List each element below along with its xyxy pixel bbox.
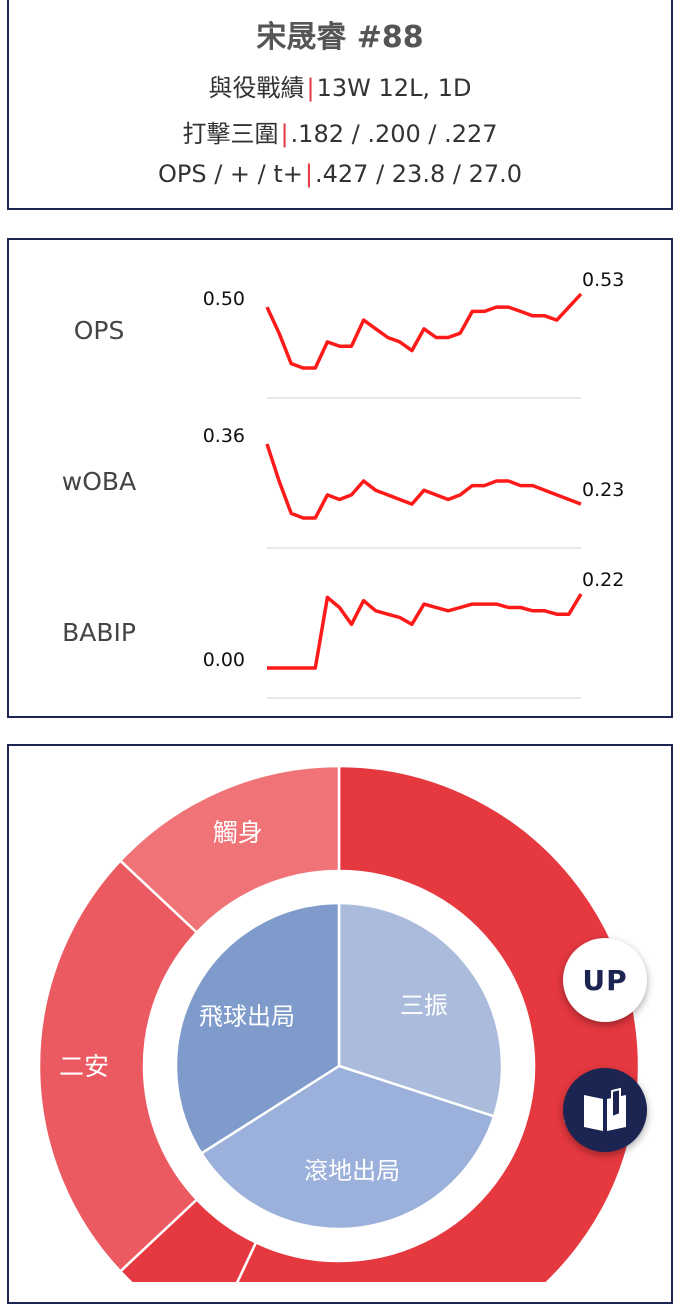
player-name-title: 宋晟睿 #88	[256, 20, 424, 55]
outer-ring-slice-label: 觸身	[213, 818, 263, 847]
scroll-up-label: UP	[582, 963, 628, 997]
inner-pie-slice	[199, 1064, 496, 1231]
sparkline-babip	[267, 593, 583, 670]
scroll-up-button[interactable]: UP	[563, 938, 647, 1022]
player-summary-card: 宋晟睿 #88 與役戰績|13W 12L, 1D 打擊三圍|.182 / .20…	[7, 0, 673, 210]
inner-pie-slice-label: 滾地出局	[304, 1157, 400, 1185]
outcome-donut-card: 一安二安觸身三振滾地出局飛球出局	[7, 744, 673, 1304]
sparkline-start-label: 0.00	[203, 649, 245, 671]
sparkline-ops	[265, 292, 583, 370]
sparkline-start-label: 0.50	[203, 288, 245, 310]
sparkline-end-label: 0.22	[582, 569, 624, 591]
trend-card: OPS wOBA BABIP 0.50 0.53 0.36 0.23 0.00 0.22	[7, 238, 673, 718]
separator: |	[304, 160, 313, 188]
inner-pie-slice-label: 三振	[400, 991, 448, 1019]
slash-line-row: 打擊三圍|.182 / .200 / .227	[9, 114, 671, 149]
separator: |	[280, 120, 289, 148]
outer-ring-slice	[37, 858, 199, 1274]
separator: |	[306, 74, 315, 102]
sparkline-chart: 0.50 0.53 0.36 0.23 0.00 0.22	[203, 269, 624, 699]
inner-pie-slice	[174, 901, 341, 1156]
inner-pie-slice-label: 飛球出局	[199, 1002, 295, 1030]
ops-value: .427 / 23.8 / 27.0	[315, 160, 522, 188]
metric-label-babip: BABIP	[62, 618, 136, 647]
metric-label-ops: OPS	[73, 316, 125, 345]
slash-line-label: 打擊三圍	[182, 120, 279, 148]
outer-ring-slice	[235, 764, 641, 1282]
sparkline-end-label: 0.23	[582, 479, 624, 501]
inner-pie-slice	[337, 901, 504, 1118]
outcome-donut-chart: 一安二安觸身三振滾地出局飛球出局	[37, 764, 641, 1282]
outer-ring-slice-label: 二安	[59, 1052, 109, 1081]
metric-label-woba: wOBA	[61, 467, 137, 496]
book-icon	[584, 1087, 626, 1131]
sparkline-start-label: 0.36	[203, 425, 245, 447]
record-value: 13W 12L, 1D	[316, 74, 472, 102]
ops-row: OPS / + / t+|.427 / 23.8 / 27.0	[9, 160, 671, 188]
slash-line-value: .182 / .200 / .227	[290, 120, 498, 148]
sparkline-woba	[265, 443, 582, 520]
record-label: 與役戰績	[208, 74, 305, 102]
ops-label: OPS / + / t+	[157, 160, 303, 188]
outer-ring-slice	[118, 764, 341, 935]
sparkline-end-label: 0.53	[582, 269, 624, 291]
record-row: 與役戰績|13W 12L, 1D	[9, 68, 671, 103]
guide-button[interactable]	[563, 1068, 647, 1152]
